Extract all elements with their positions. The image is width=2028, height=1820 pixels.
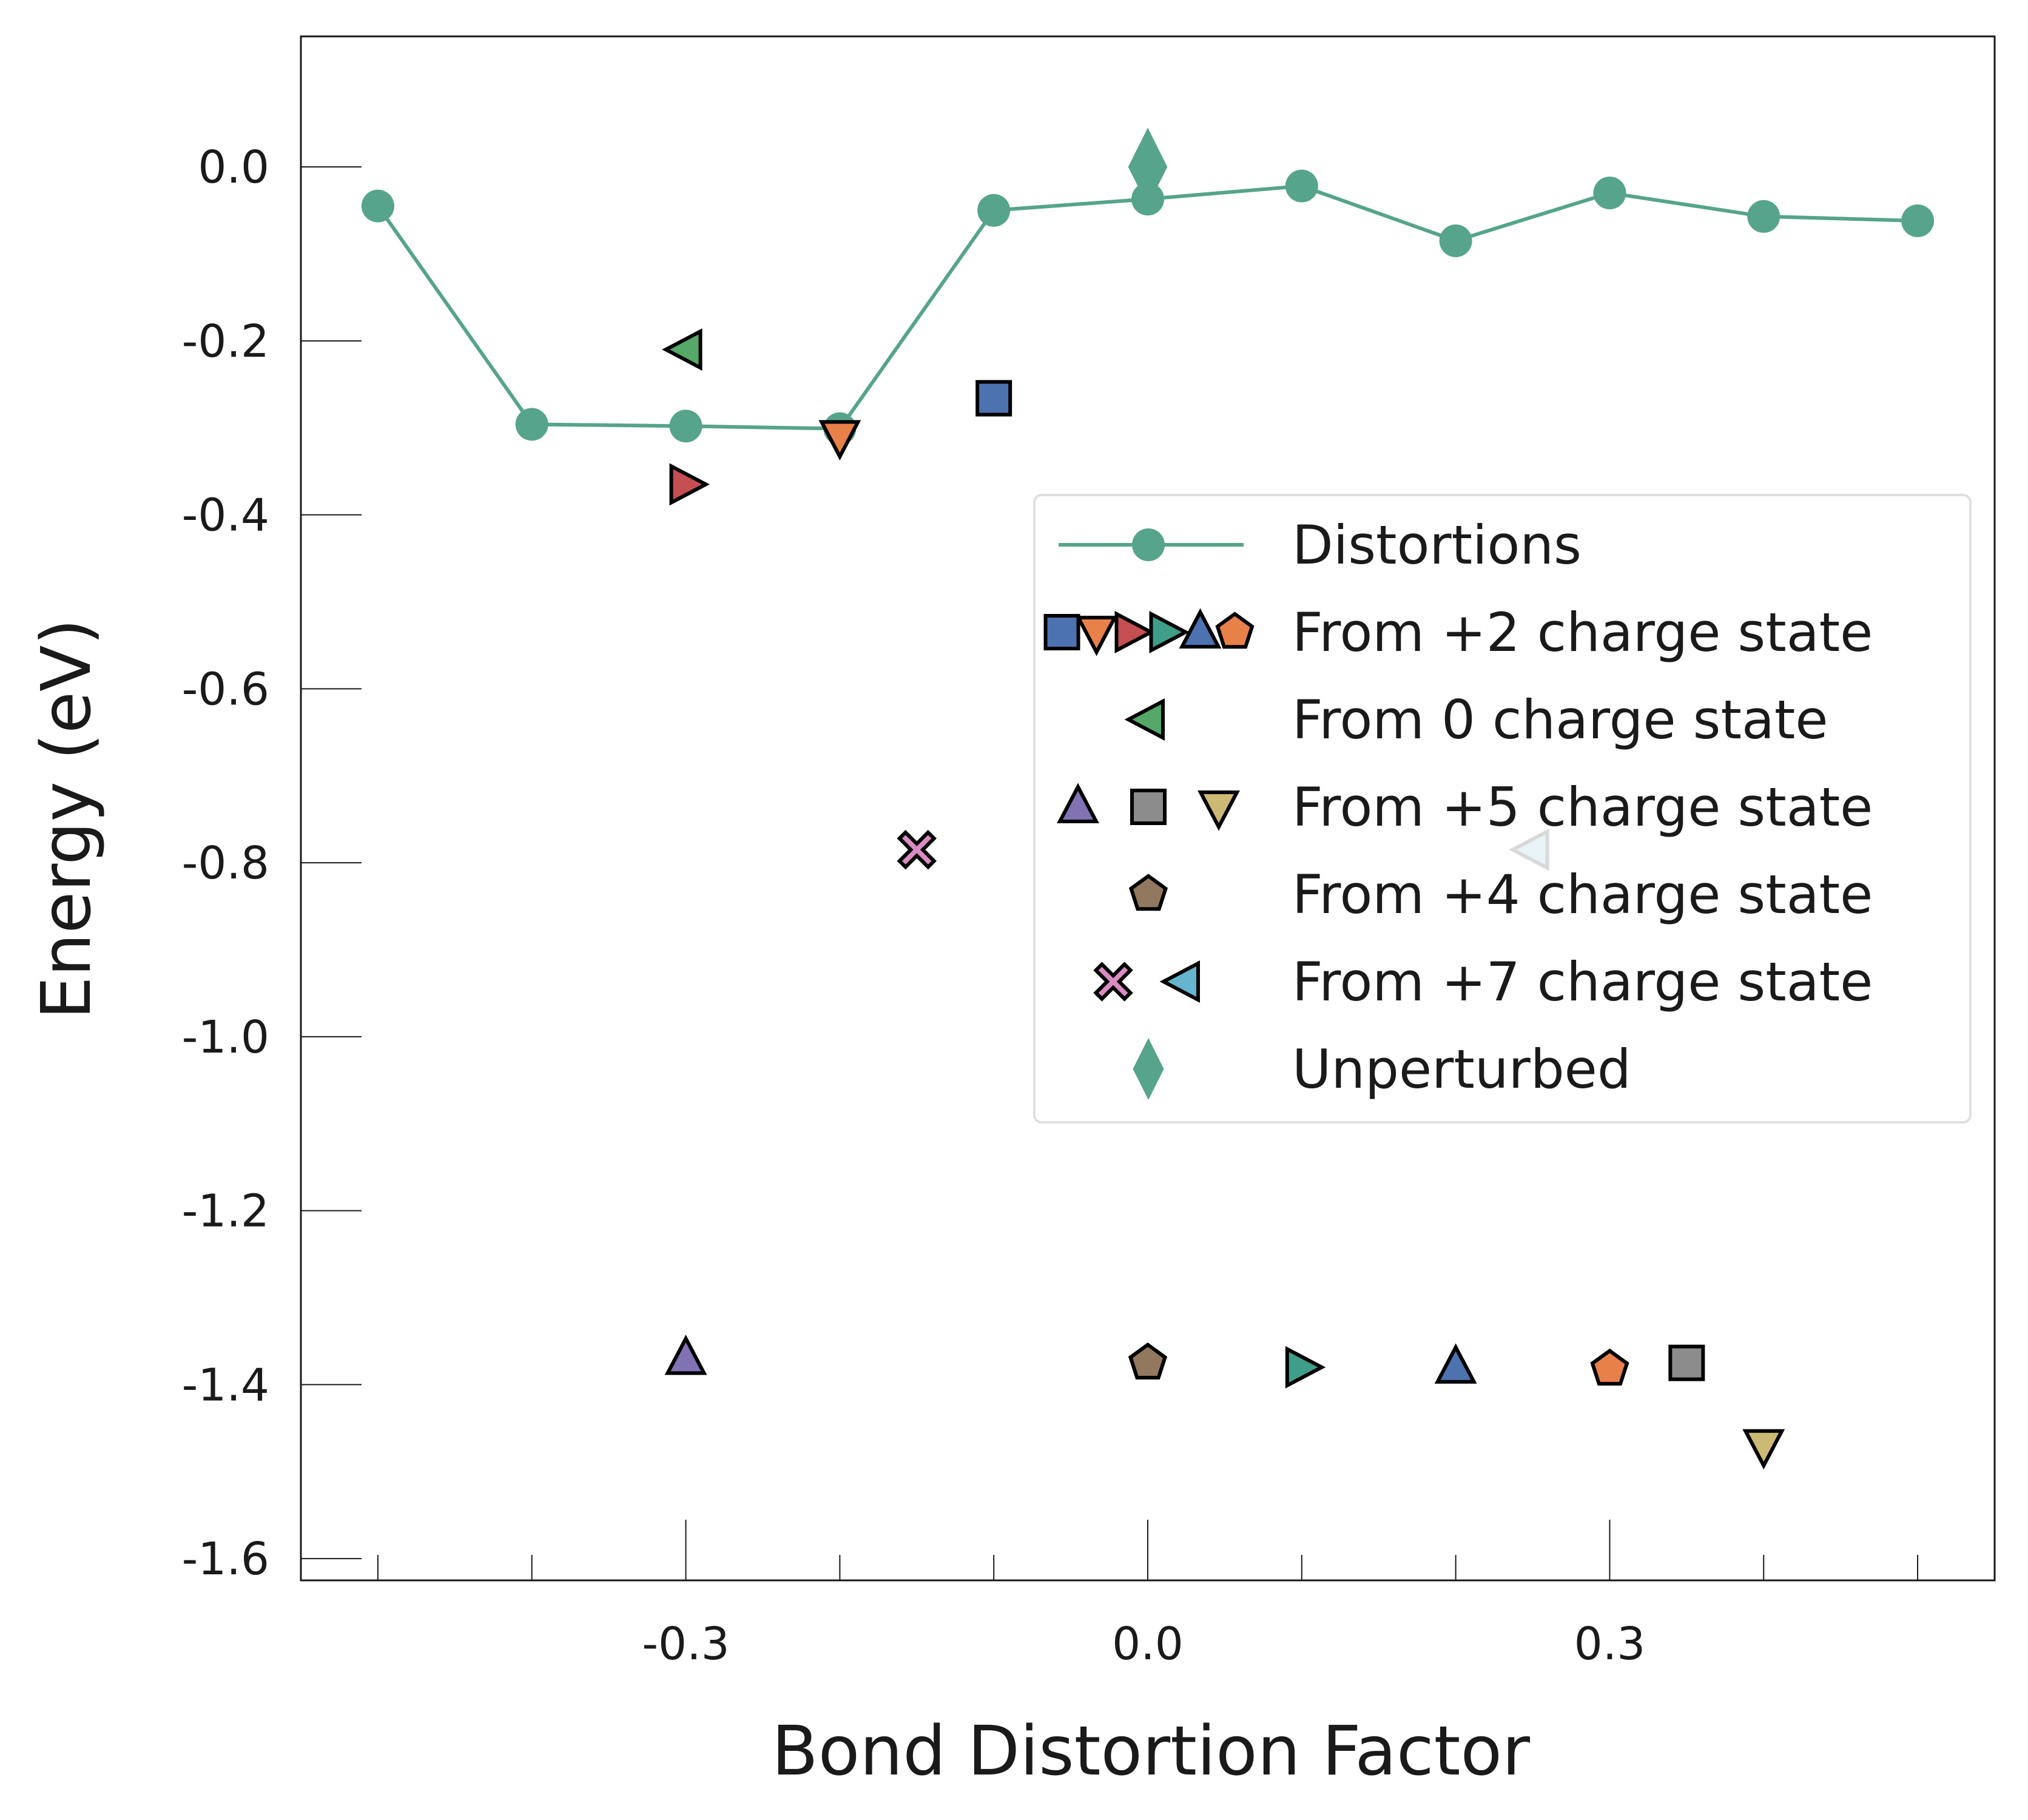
y-tick-label: -0.8: [182, 837, 269, 889]
legend-entry: From +2 charge state: [1043, 601, 1873, 664]
distortion-point: [361, 189, 394, 223]
legend-entry: From +5 charge state: [1057, 776, 1873, 838]
legend-label: From +7 charge state: [1292, 951, 1873, 1013]
distortion-point: [1901, 204, 1935, 237]
y-tick-label: -0.2: [182, 315, 269, 368]
legend-marker-triangle-right: [1114, 611, 1155, 653]
legend-marker-triangle-up: [1057, 783, 1099, 823]
data-point-x: [897, 829, 937, 870]
legend-marker-triangle-down: [1075, 616, 1118, 656]
x-tick-label: 0.3: [1574, 1618, 1646, 1670]
y-tick-label: -1.2: [182, 1185, 269, 1238]
legend-entry: Unperturbed: [1133, 1038, 1631, 1100]
legend-marker-triangle-up: [1179, 608, 1222, 649]
data-point-square: [1668, 1344, 1705, 1381]
legend-label: From 0 charge state: [1292, 689, 1828, 751]
data-point-pentagon: [1128, 1342, 1168, 1380]
y-tick-label: -0.4: [182, 490, 269, 542]
legend-marker-triangle-left: [1124, 698, 1165, 741]
data-point-triangle-right: [669, 463, 710, 506]
distortion-point: [977, 194, 1011, 227]
legend-marker-diamond: [1133, 1038, 1164, 1100]
data-point-square: [975, 380, 1012, 417]
legend-marker-pentagon: [1128, 874, 1168, 911]
y-tick-label: -0.6: [182, 663, 269, 715]
y-tick-label: -1.6: [182, 1533, 269, 1585]
legend-label: Distortions: [1292, 514, 1582, 576]
data-point-triangle-right: [1285, 1346, 1326, 1389]
legend-marker-circle: [1132, 528, 1165, 561]
data-point-triangle-left: [662, 328, 702, 371]
legend-entry: From +4 charge state: [1128, 863, 1873, 926]
data-point-triangle-up: [664, 1334, 707, 1375]
distortion-point: [1285, 169, 1318, 203]
legend-marker-square: [1043, 614, 1080, 650]
legend-entry: Distortions: [1059, 514, 1582, 576]
legend-label: Unperturbed: [1292, 1038, 1631, 1100]
distortion-point: [1747, 200, 1780, 233]
legend-label: From +2 charge state: [1292, 601, 1873, 664]
legend-entry: From 0 charge state: [1124, 689, 1828, 751]
distortion-point: [1439, 224, 1472, 257]
legend-marker-triangle-right: [1149, 611, 1190, 653]
legend-marker-triangle-down: [1198, 790, 1240, 831]
y-tick-label: -1.4: [182, 1359, 269, 1411]
legend: Distortions From +2 charge state From 0 ch…: [1033, 494, 1972, 1124]
distortion-point: [515, 408, 548, 441]
distortion-point: [1593, 177, 1626, 210]
legend-marker-pentagon: [1215, 612, 1255, 649]
legend-marker-triangle-left: [1159, 960, 1200, 1003]
legend-label: From +5 charge state: [1292, 776, 1873, 838]
y-tick-label: 0.0: [198, 141, 269, 194]
legend-entry: From +7 charge state: [1093, 951, 1873, 1013]
x-tick-label: 0.0: [1112, 1618, 1184, 1670]
data-point-triangle-down: [1742, 1429, 1785, 1470]
x-axis-title: Bond Distortion Factor: [772, 1712, 1531, 1791]
plot-area: -0.3 0.0 0.3 0.0 -0.2 -0.4 -0.6 -0.8 -1.0 -1.2 -1.…: [182, 35, 1996, 1670]
data-point-pentagon: [1590, 1348, 1629, 1386]
data-point-triangle-up: [1434, 1343, 1477, 1384]
x-tick-label: -0.3: [642, 1618, 729, 1670]
legend-label: From +4 charge state: [1292, 863, 1873, 926]
unperturbed-point: [1128, 127, 1168, 206]
legend-marker-x: [1093, 962, 1133, 1002]
legend-marker-square: [1130, 789, 1167, 825]
y-axis-title: Energy (eV): [27, 619, 106, 1020]
y-tick-label: -1.0: [182, 1011, 269, 1063]
data-point-triangle-down: [818, 420, 861, 460]
distortion-point: [669, 410, 702, 443]
legend-frame: [1033, 494, 1972, 1124]
